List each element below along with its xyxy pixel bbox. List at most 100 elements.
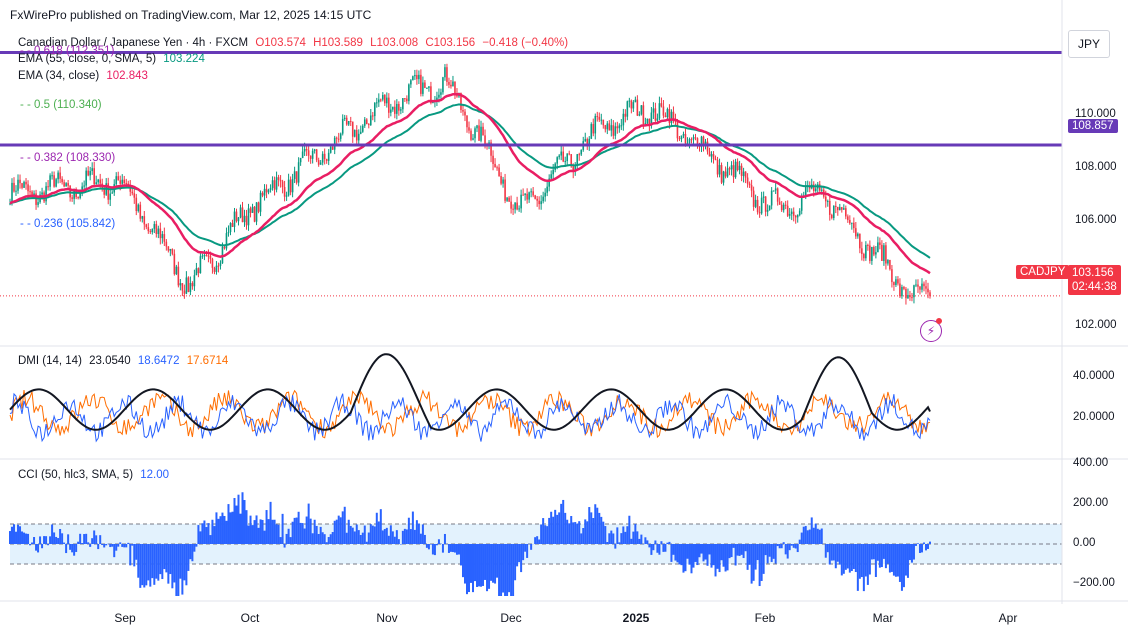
cci-bar xyxy=(341,511,344,544)
minus-di-value: 17.6714 xyxy=(186,355,229,367)
candle-body xyxy=(746,177,749,184)
candle-body xyxy=(606,123,609,130)
cci-bar xyxy=(848,544,851,573)
cci-bar xyxy=(818,529,821,544)
cci-bar xyxy=(199,531,202,544)
cci-bar xyxy=(91,538,94,544)
candle-body xyxy=(386,97,388,104)
cci-bar xyxy=(726,544,729,571)
candle-body xyxy=(820,189,823,191)
candle-body xyxy=(728,168,731,170)
cci-bar xyxy=(93,530,96,544)
cci-bar xyxy=(752,544,755,581)
candle-body xyxy=(812,184,815,191)
candle-body xyxy=(520,194,522,209)
cci-bar xyxy=(233,498,236,544)
currency-button[interactable]: JPY xyxy=(1068,30,1110,58)
cci-bar xyxy=(812,527,815,544)
cci-bar xyxy=(343,506,346,544)
cci-bar xyxy=(574,522,577,544)
cci-bar xyxy=(694,544,697,562)
price-tick-label: 102.000 xyxy=(1075,319,1117,332)
candle-body xyxy=(255,202,258,222)
cci-bar xyxy=(470,544,473,583)
time-axis: Sep Oct Nov Dec 2025 Feb Mar Apr xyxy=(114,611,1017,625)
candle-body xyxy=(261,192,264,196)
candle-body xyxy=(788,213,791,216)
candle-body xyxy=(814,188,817,191)
cci-bar xyxy=(21,531,24,544)
cci-bar xyxy=(926,544,929,549)
candle-body xyxy=(215,265,218,272)
cci-bar xyxy=(203,520,206,544)
candle-body xyxy=(107,183,110,200)
candle-body xyxy=(666,109,669,118)
candle-body xyxy=(331,146,334,150)
dmi-legend[interactable]: DMI (14, 14) 23.0540 18.6472 17.6714 xyxy=(18,354,228,369)
candle-body xyxy=(510,201,512,209)
cci-bar xyxy=(193,544,196,552)
candle-body xyxy=(772,190,775,192)
candle-body xyxy=(283,186,286,197)
cci-bar xyxy=(363,525,366,544)
cci-bar xyxy=(69,544,72,550)
cci-bar xyxy=(530,544,533,550)
cci-bar xyxy=(862,544,865,592)
cci-bar xyxy=(17,524,20,544)
horizontal-line-tag[interactable]: 108.857 xyxy=(1068,119,1118,133)
cci-bar xyxy=(443,533,446,544)
cci-bar xyxy=(582,528,585,544)
candle-body xyxy=(57,172,59,180)
candle-body xyxy=(259,192,262,212)
candle-body xyxy=(522,194,524,196)
candle-body xyxy=(309,155,312,159)
cci-legend[interactable]: CCI (50, hlc3, SMA, 5) 12.00 xyxy=(18,468,169,483)
candle-body xyxy=(832,205,835,219)
cci-bar xyxy=(820,528,823,544)
candle-body xyxy=(506,197,508,201)
time-tick-label: Feb xyxy=(755,611,776,625)
cci-bar xyxy=(187,544,190,571)
candle-body xyxy=(430,86,432,104)
candle-body xyxy=(919,286,921,290)
lightning-icon[interactable]: ⚡ xyxy=(920,320,942,342)
cci-bar xyxy=(660,541,663,544)
candle-body xyxy=(895,279,897,285)
candle-body xyxy=(63,182,65,187)
last-price-tag: 103.156 02:44:38 xyxy=(1068,265,1121,295)
candle-body xyxy=(588,138,591,145)
cci-bar xyxy=(299,522,302,544)
cci-bar xyxy=(882,544,885,559)
ema55-legend[interactable]: EMA (55, close, 0, SMA, 5) 103.224 xyxy=(18,52,205,67)
candle-body xyxy=(337,138,340,140)
candle-body xyxy=(652,108,655,113)
candle-body xyxy=(516,202,518,210)
cci-bar xyxy=(347,519,350,544)
cci-bar xyxy=(474,544,477,582)
cci-bar xyxy=(125,544,128,548)
cci-bar xyxy=(834,544,837,569)
cci-bar xyxy=(534,537,537,544)
candle-body xyxy=(444,67,446,78)
cci-bar xyxy=(379,509,382,544)
cci-bar xyxy=(490,544,493,581)
ema34-legend[interactable]: EMA (34, close) 102.843 xyxy=(18,69,148,84)
cci-bar xyxy=(319,526,322,544)
candle-body xyxy=(826,200,829,202)
cci-bar xyxy=(746,544,749,570)
cci-bar xyxy=(417,523,420,544)
cci-bar xyxy=(804,526,807,544)
cci-bar xyxy=(810,517,813,544)
candle-body xyxy=(744,171,747,178)
cci-bar xyxy=(15,531,18,544)
candle-body xyxy=(203,255,206,257)
candle-body xyxy=(464,111,466,116)
cci-bar xyxy=(638,538,641,544)
candle-body xyxy=(558,155,560,158)
candle-body xyxy=(428,86,430,88)
candle-body xyxy=(253,206,256,222)
cci-bar xyxy=(13,524,16,544)
symbol-legend[interactable]: Canadian Dollar / Japanese Yen · 4h · FX… xyxy=(18,36,568,51)
cci-bar xyxy=(39,536,42,544)
